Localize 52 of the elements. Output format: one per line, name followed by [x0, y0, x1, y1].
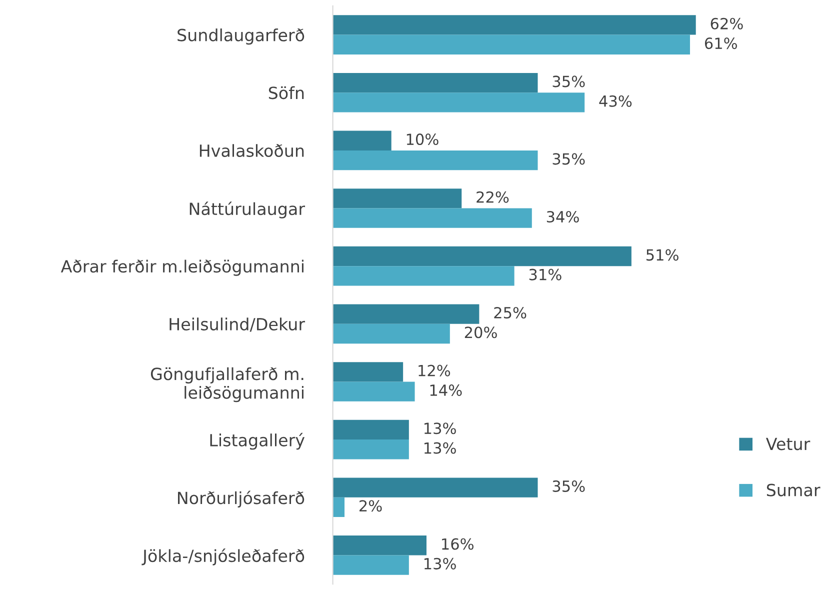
data-label: 22%	[476, 191, 509, 203]
bar	[332, 92, 585, 112]
bar	[332, 72, 538, 93]
bar	[332, 15, 696, 35]
data-label: 43%	[599, 95, 632, 107]
y-tick-label: Sundlaugarferð	[178, 28, 304, 45]
data-label: 20%	[464, 326, 497, 338]
data-label: 16%	[442, 538, 474, 550]
y-tick-label: Norðurljósaferð	[178, 490, 304, 508]
data-label: 25%	[494, 306, 526, 319]
y-tick-label: Heilsulind/Dekur	[170, 318, 306, 332]
data-label: 35%	[552, 153, 585, 165]
y-tick-label: Söfn	[268, 86, 304, 100]
bar	[332, 150, 538, 170]
data-label: 10%	[406, 133, 438, 146]
data-label: 62%	[710, 18, 743, 30]
bar	[332, 382, 415, 402]
bar	[332, 266, 514, 286]
bar	[332, 478, 538, 498]
data-label: 12%	[418, 364, 450, 376]
data-label: 35%	[552, 76, 585, 88]
bar	[332, 420, 409, 440]
data-label: 51%	[646, 249, 678, 261]
legend-label: Sumar	[766, 484, 820, 496]
bar	[332, 536, 426, 556]
data-label: 13%	[424, 442, 456, 454]
bar	[332, 208, 532, 228]
bar	[332, 324, 450, 344]
data-label: 31%	[529, 268, 562, 280]
bar	[332, 497, 345, 518]
data-label: 34%	[546, 210, 579, 223]
bar	[332, 130, 392, 150]
data-label: 14%	[430, 384, 462, 396]
y-tick-label: Göngufjallaferð m. leiðsögumanni	[150, 367, 304, 402]
y-tick-label: Aðrar ferðir m.leiðsögumanni	[60, 260, 304, 276]
data-label: 13%	[424, 422, 456, 434]
legend-label: Vetur	[766, 438, 810, 450]
bar	[332, 555, 409, 575]
y-tick-label: Listagallerý	[210, 432, 305, 450]
bar	[332, 188, 462, 208]
bar	[332, 440, 409, 460]
y-tick-label: Hvalaskoðun	[200, 144, 304, 158]
data-label: 35%	[552, 480, 585, 492]
data-label: 13%	[424, 558, 456, 570]
y-tick-label: Jökla-/snjósleðaferð	[142, 548, 304, 566]
data-label: 2%	[360, 500, 382, 512]
bar	[332, 34, 690, 54]
y-tick-label: Náttúrulaugar	[190, 202, 306, 218]
bar	[332, 246, 632, 266]
bar	[332, 362, 404, 382]
data-label: 61%	[704, 38, 737, 50]
bar	[332, 304, 480, 324]
